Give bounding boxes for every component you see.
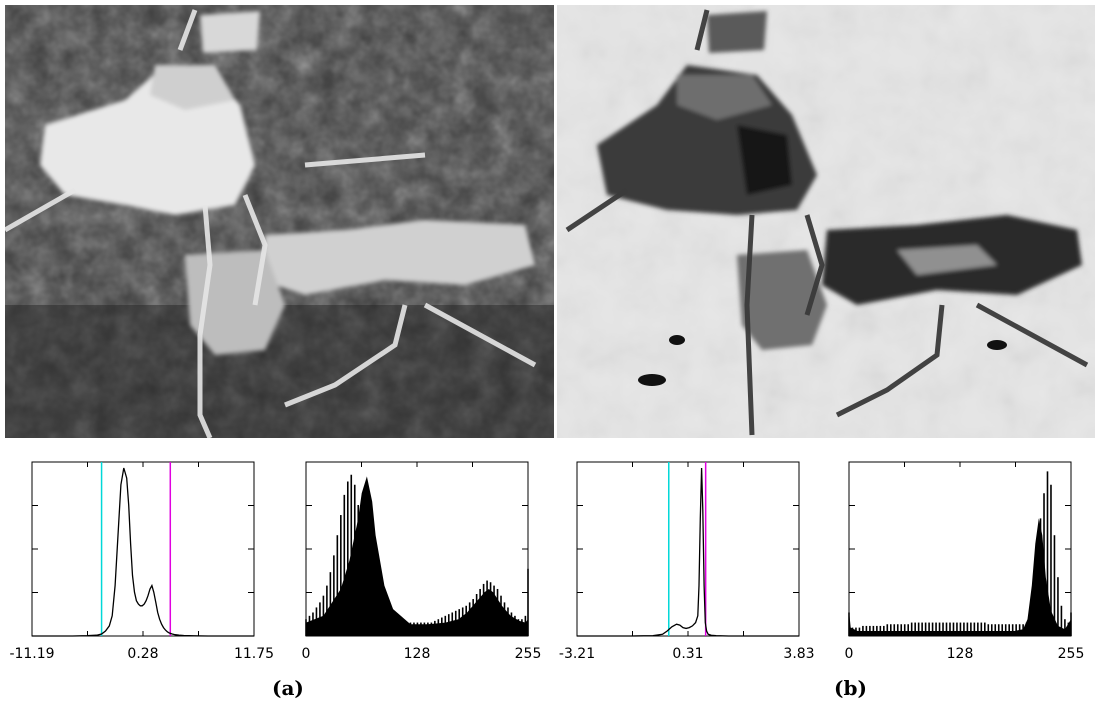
histogram-a-difference-svg: -11.19 0.28 11.75 [9, 461, 274, 662]
histogram-curve [32, 467, 254, 637]
x-tick-label: 255 [515, 646, 542, 662]
histogram-a-difference: -11.19 0.28 11.75 [9, 458, 274, 662]
x-tick-label: 128 [947, 646, 974, 662]
plot-frame [576, 461, 800, 637]
histogram-envelope [849, 518, 1071, 636]
histogram-b-gray-svg: 0 128 255 [845, 461, 1084, 662]
caption-b: (b) [834, 676, 867, 700]
histogram-b-difference-svg: -3.21 0.31 3.83 [559, 461, 815, 662]
grayscale-image-b [557, 5, 1095, 438]
x-tick-label: 0 [845, 646, 854, 662]
x-tick-label: 0 [302, 646, 311, 662]
x-tick-label: 0.31 [672, 646, 703, 662]
histogram-b-difference: -3.21 0.31 3.83 [559, 458, 815, 662]
x-tick-label: 0.28 [127, 646, 158, 662]
x-tick-label: 128 [404, 646, 431, 662]
caption-a: (a) [272, 676, 304, 700]
histogram-envelope [306, 476, 528, 636]
histogram-a-gray-svg: 0 128 255 [302, 461, 541, 662]
x-tick-label: 11.75 [234, 646, 274, 662]
histogram-curve [577, 467, 799, 637]
x-tick-label: 3.83 [783, 646, 814, 662]
histogram-b-gray: 0 128 255 [845, 458, 1084, 662]
x-tick-label: -3.21 [559, 646, 595, 662]
plot-frame [31, 461, 255, 637]
x-tick-label: -11.19 [9, 646, 54, 662]
x-tick-label: 255 [1058, 646, 1085, 662]
histogram-a-gray: 0 128 255 [302, 458, 541, 662]
grayscale-image-a [5, 5, 554, 438]
